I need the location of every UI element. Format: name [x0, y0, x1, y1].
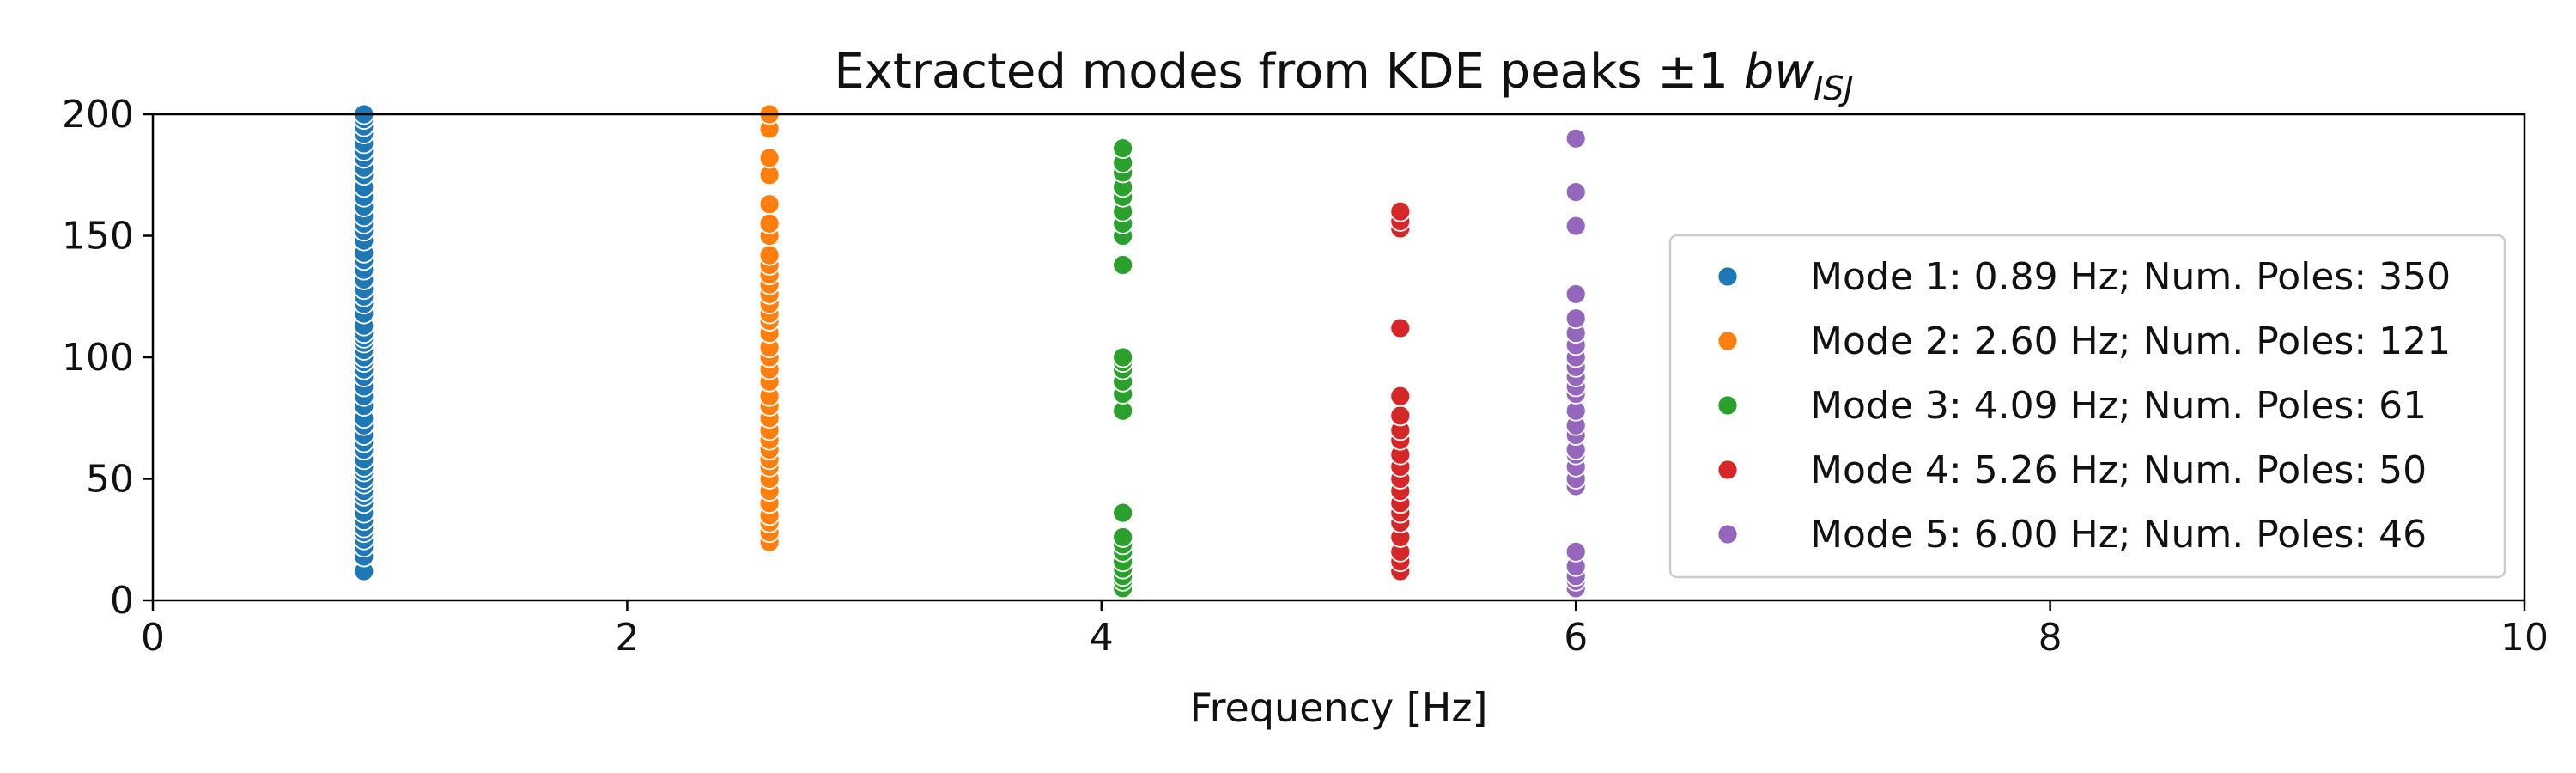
data-point-mode-2	[758, 244, 781, 266]
data-point-mode-4	[1389, 405, 1412, 427]
title-math: bw	[1744, 44, 1814, 100]
legend-label-mode-3: Mode 3: 4.09 Hz; Num. Poles: 61	[1810, 384, 2427, 428]
data-point-mode-4	[1389, 200, 1412, 222]
data-point-mode-4	[1389, 317, 1412, 339]
y-tick-label: 50	[86, 458, 134, 502]
legend: Mode 1: 0.89 Hz; Num. Poles: 350 Mode 2: …	[1668, 234, 2506, 579]
legend-label-mode-1: Mode 1: 0.89 Hz; Num. Poles: 350	[1810, 255, 2451, 299]
data-point-mode-3	[1112, 502, 1134, 524]
legend-label-mode-5: Mode 5: 6.00 Hz; Num. Poles: 46	[1810, 513, 2427, 557]
legend-label-mode-2: Mode 2: 2.60 Hz; Num. Poles: 121	[1810, 320, 2451, 363]
title-main: Extracted modes from KDE peaks ±1	[834, 44, 1743, 100]
x-axis-ticks: 0 2 4 6 8 10	[141, 600, 2549, 660]
y-tick-label: 200	[62, 93, 134, 137]
y-tick-label: 100	[62, 336, 134, 380]
y-tick-label: 150	[62, 215, 134, 259]
data-point-mode-2	[758, 147, 781, 169]
data-point-mode-5	[1564, 181, 1587, 203]
x-tick-label: 6	[1564, 616, 1588, 660]
legend-marker-mode-5	[1716, 523, 1739, 545]
points-layer	[353, 103, 1587, 600]
legend-marker-mode-2	[1716, 330, 1739, 352]
x-axis-label: Frequency [Hz]	[1190, 685, 1488, 731]
data-point-mode-5	[1564, 215, 1587, 237]
x-tick-label: 2	[615, 616, 639, 660]
data-point-mode-5	[1564, 127, 1587, 149]
data-point-mode-5	[1564, 283, 1587, 305]
chart-title: Extracted modes from KDE peaks ±1 bwISJ	[834, 44, 1853, 107]
data-point-mode-3	[1112, 526, 1134, 548]
x-tick-label: 0	[141, 616, 165, 660]
y-tick-label: 0	[110, 579, 134, 623]
data-point-mode-5	[1564, 541, 1587, 563]
x-tick-label: 8	[2038, 616, 2063, 660]
legend-marker-mode-1	[1716, 265, 1739, 288]
data-point-mode-3	[1112, 254, 1134, 276]
y-axis-ticks: 0 50 100 150 200	[62, 93, 153, 623]
data-point-mode-3	[1112, 346, 1134, 368]
legend-label-mode-4: Mode 4: 5.26 Hz; Num. Poles: 50	[1810, 448, 2427, 492]
x-tick-label: 10	[2500, 616, 2549, 660]
data-point-mode-5	[1564, 307, 1587, 330]
legend-box	[1668, 234, 2506, 579]
data-point-mode-2	[758, 212, 781, 234]
data-point-mode-4	[1389, 385, 1412, 407]
title-subscript: ISJ	[1814, 70, 1854, 107]
data-point-mode-2	[758, 193, 781, 216]
legend-marker-mode-3	[1716, 394, 1739, 417]
data-point-mode-3	[1112, 137, 1134, 160]
x-tick-label: 4	[1090, 616, 1114, 660]
legend-marker-mode-4	[1716, 459, 1739, 481]
